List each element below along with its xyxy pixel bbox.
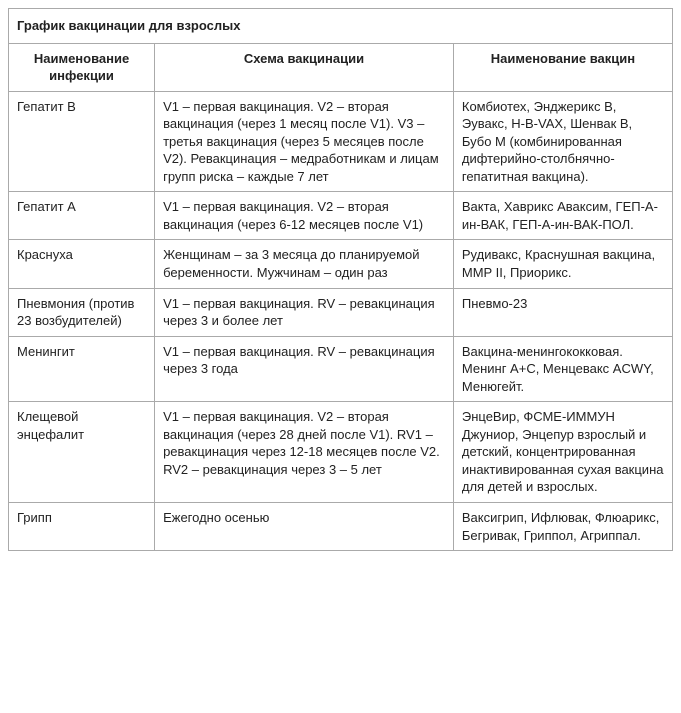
cell-vaccines: Рудивакс, Краснушная вакцина, MMP II, Пр… — [453, 240, 672, 288]
cell-infection: Грипп — [9, 503, 155, 551]
header-infection: Наименование инфекции — [9, 43, 155, 91]
cell-scheme: V1 – первая вакцинация. RV – ревакцинаци… — [155, 336, 454, 402]
cell-vaccines: Вакта, Хаврикс Аваксим, ГЕП-А-ин-ВАК, ГЕ… — [453, 192, 672, 240]
cell-vaccines: Пневмо-23 — [453, 288, 672, 336]
cell-vaccines: Вакцина-менингококковая. Менинг А+С, Мен… — [453, 336, 672, 402]
cell-infection: Клещевой энцефалит — [9, 402, 155, 503]
table-row: Клещевой энцефалит V1 – первая вакцинаци… — [9, 402, 673, 503]
cell-infection: Пневмония (против 23 возбудителей) — [9, 288, 155, 336]
cell-scheme: V1 – первая вакцинация. V2 – вторая вакц… — [155, 192, 454, 240]
cell-scheme: V1 – первая вакцинация. RV – ревакцинаци… — [155, 288, 454, 336]
table-row: Грипп Ежегодно осенью Ваксигрип, Ифлювак… — [9, 503, 673, 551]
table-row: Гепатит А V1 – первая вакцинация. V2 – в… — [9, 192, 673, 240]
header-vaccines: Наименование вакцин — [453, 43, 672, 91]
cell-scheme: V1 – первая вакцинация. V2 – вторая вакц… — [155, 91, 454, 192]
header-row: Наименование инфекции Схема вакцинации Н… — [9, 43, 673, 91]
cell-vaccines: Комбиотех, Энджерикс В, Эувакс, Н-В-VAX,… — [453, 91, 672, 192]
header-scheme: Схема вакцинации — [155, 43, 454, 91]
cell-scheme: V1 – первая вакцинация. V2 – вторая вакц… — [155, 402, 454, 503]
table-row: Пневмония (против 23 возбудителей) V1 – … — [9, 288, 673, 336]
table-title: График вакцинации для взрослых — [9, 9, 673, 44]
cell-infection: Менингит — [9, 336, 155, 402]
table-row: Гепатит В V1 – первая вакцинация. V2 – в… — [9, 91, 673, 192]
cell-vaccines: Ваксигрип, Ифлювак, Флюарикс, Бегривак, … — [453, 503, 672, 551]
cell-infection: Гепатит А — [9, 192, 155, 240]
table-row: Менингит V1 – первая вакцинация. RV – ре… — [9, 336, 673, 402]
cell-infection: Гепатит В — [9, 91, 155, 192]
table-row: Краснуха Женщинам – за 3 месяца до плани… — [9, 240, 673, 288]
vaccination-schedule-table: График вакцинации для взрослых Наименова… — [8, 8, 673, 551]
cell-scheme: Ежегодно осенью — [155, 503, 454, 551]
cell-vaccines: ЭнцеВир, ФСМЕ-ИММУН Джуниор, Энцепур взр… — [453, 402, 672, 503]
cell-scheme: Женщинам – за 3 месяца до планируемой бе… — [155, 240, 454, 288]
cell-infection: Краснуха — [9, 240, 155, 288]
